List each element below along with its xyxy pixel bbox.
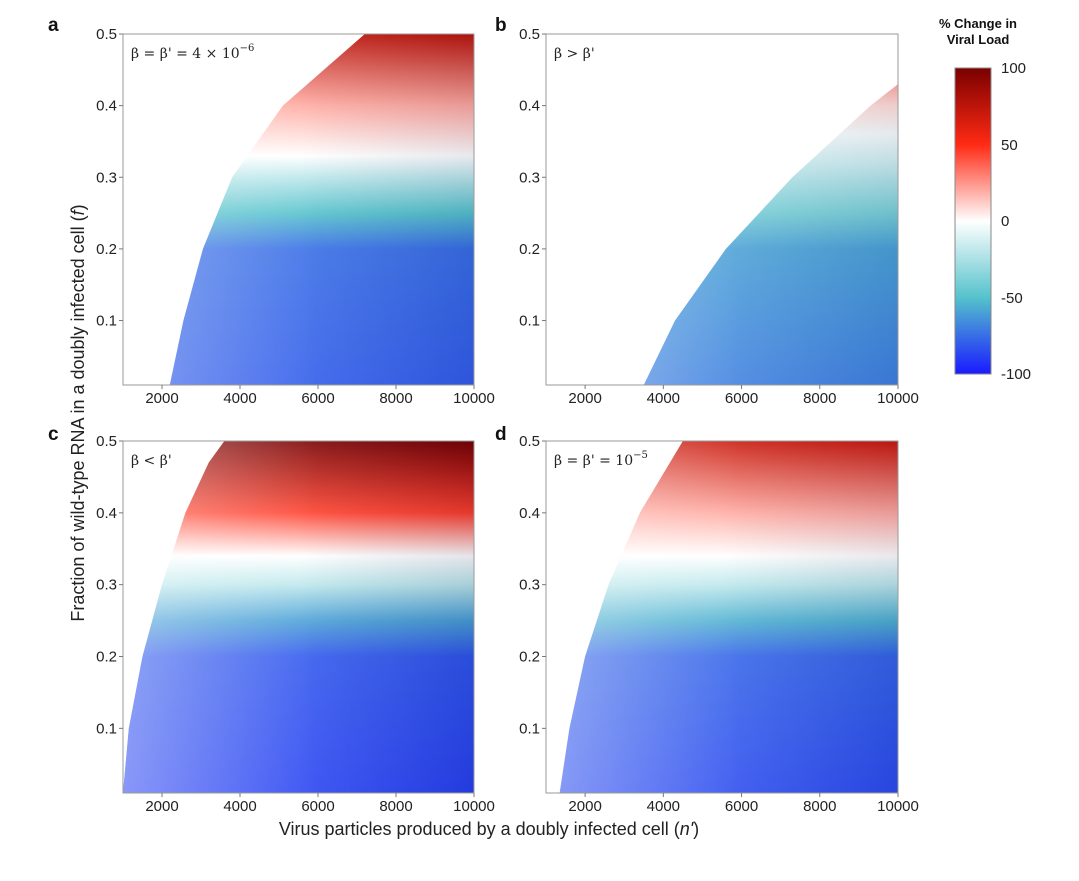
x-tick-label-d: 10000 — [877, 798, 919, 815]
y-tick-label-d: 0.4 — [519, 505, 540, 522]
x-tick-label-c: 6000 — [301, 798, 334, 815]
colorbar-tick-50: 50 — [1001, 137, 1018, 154]
annotation-b: β > β' — [554, 46, 595, 62]
y-tick-label-b: 0.2 — [519, 241, 540, 258]
x-tick-label-d: 4000 — [647, 798, 680, 815]
y-tick-label-b: 0.3 — [519, 169, 540, 186]
x-tick-label-a: 2000 — [145, 390, 178, 407]
x-tick-label-a: 6000 — [301, 390, 334, 407]
colorbar-tick-100: 100 — [1001, 60, 1026, 77]
y-tick-label-d: 0.5 — [519, 433, 540, 450]
colorbar-title-line2: Viral Load — [947, 32, 1010, 47]
colorbar: % Change in Viral Load 100 50 0 -50 -100 — [939, 16, 1031, 383]
panel-d: 2000 4000 6000 8000 10000 0.1 0.2 0.3 0.4 0.5 β = … — [519, 433, 919, 815]
x-tick-label-b: 6000 — [725, 390, 758, 407]
x-tick-label-d: 2000 — [568, 798, 601, 815]
x-tick-label-b: 8000 — [803, 390, 836, 407]
y-tick-label-a: 0.3 — [96, 169, 117, 186]
y-tick-label-d: 0.1 — [519, 720, 540, 737]
panel-letter-a: a — [48, 15, 59, 36]
x-tick-label-d: 8000 — [803, 798, 836, 815]
x-tick-label-b: 4000 — [647, 390, 680, 407]
panels-group: 2000 4000 6000 8000 10000 0.1 0.2 0.3 0.4 0.5 β = … — [96, 26, 919, 815]
colorbar-tick-minus50: -50 — [1001, 290, 1023, 307]
x-tick-label-c: 2000 — [145, 798, 178, 815]
x-axis-label: Virus particles produced by a doubly inf… — [279, 819, 699, 839]
plot-frame-d — [545, 440, 899, 794]
plot-frame-c — [122, 440, 475, 794]
heatmap-fill-c — [123, 441, 474, 793]
y-tick-label-c: 0.1 — [96, 720, 117, 737]
colorbar-tick-minus100: -100 — [1001, 366, 1031, 383]
y-tick-label-d: 0.2 — [519, 649, 540, 666]
y-tick-label-d: 0.3 — [519, 577, 540, 594]
y-tick-label-a: 0.5 — [96, 26, 117, 43]
colorbar-title-line1: % Change in — [939, 16, 1017, 31]
panel-a: 2000 4000 6000 8000 10000 0.1 0.2 0.3 0.4 0.5 β = … — [96, 26, 495, 407]
y-tick-label-a: 0.2 — [96, 241, 117, 258]
panel-letter-b: b — [495, 15, 507, 36]
y-tick-label-b: 0.1 — [519, 313, 540, 330]
x-tick-label-c: 10000 — [453, 798, 495, 815]
x-tick-label-b: 2000 — [568, 390, 601, 407]
colorbar-gradient — [954, 67, 992, 375]
x-tick-label-a: 4000 — [223, 390, 256, 407]
panel-letter-d: d — [495, 424, 507, 445]
annotation-d: β = β' = 10−5 — [554, 450, 648, 469]
plot-frame-a — [122, 33, 475, 386]
x-tick-label-c: 8000 — [379, 798, 412, 815]
x-tick-label-b: 10000 — [877, 390, 919, 407]
x-tick-label-d: 6000 — [725, 798, 758, 815]
x-tick-label-c: 4000 — [223, 798, 256, 815]
x-tick-label-a: 10000 — [453, 390, 495, 407]
y-tick-label-b: 0.5 — [519, 26, 540, 43]
colorbar-tick-0: 0 — [1001, 213, 1009, 230]
y-tick-label-c: 0.2 — [96, 649, 117, 666]
panel-b: 2000 4000 6000 8000 10000 0.1 0.2 0.3 0.4 0.5 β > … — [519, 26, 919, 407]
y-tick-label-a: 0.1 — [96, 313, 117, 330]
y-tick-label-c: 0.3 — [96, 577, 117, 594]
annotation-a: β = β' = 4 × 10−6 — [131, 43, 254, 62]
y-axis-label: Fraction of wild-type RNA in a doubly in… — [68, 204, 88, 621]
y-tick-label-b: 0.4 — [519, 98, 540, 115]
panel-c: 2000 4000 6000 8000 10000 0.1 0.2 0.3 0.4 0.5 β < … — [96, 433, 495, 815]
y-tick-label-a: 0.4 — [96, 98, 117, 115]
y-tick-label-c: 0.5 — [96, 433, 117, 450]
x-tick-label-a: 8000 — [379, 390, 412, 407]
plot-frame-b — [545, 33, 899, 386]
panel-letter-c: c — [48, 424, 59, 445]
y-tick-label-c: 0.4 — [96, 505, 117, 522]
annotation-c: β < β' — [131, 453, 172, 469]
